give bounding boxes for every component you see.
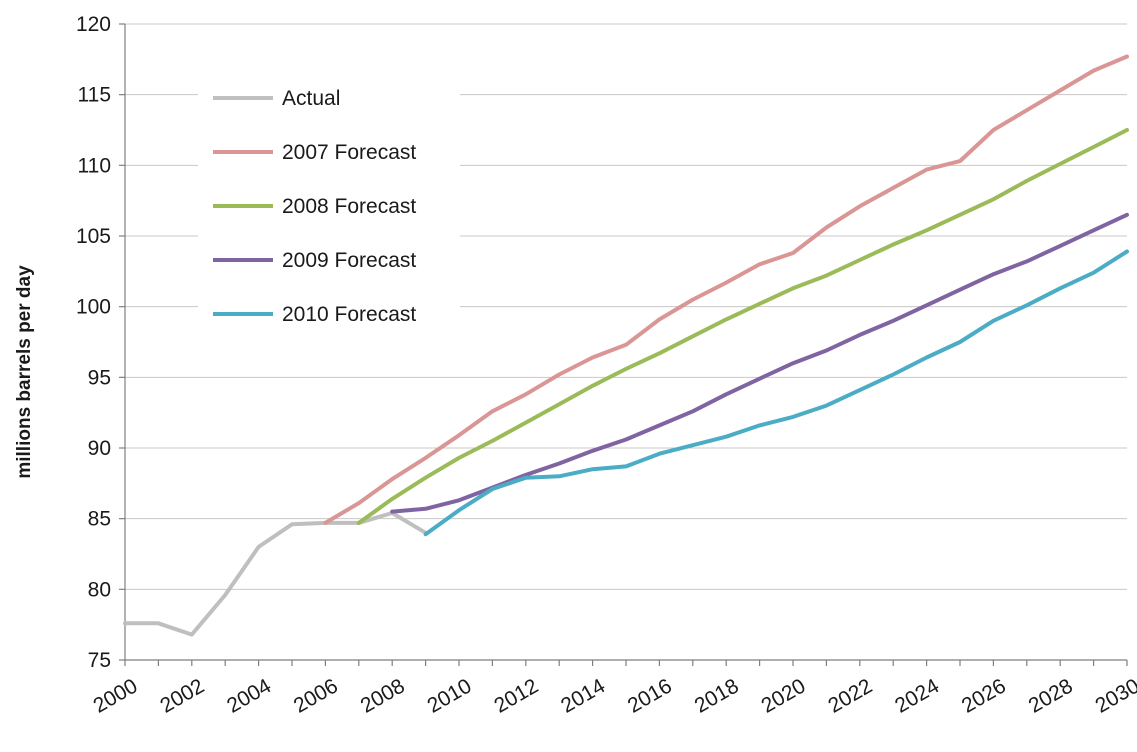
legend: Actual 2007 Forecast 2008 Forecast 2009 For… — [198, 72, 460, 334]
y-tick-label: 90 — [88, 437, 111, 460]
series-line-0 — [123, 511, 428, 637]
x-tick-label: 2002 — [156, 674, 208, 717]
legend-label: 2008 Forecast — [282, 195, 416, 218]
y-tick-label: 105 — [76, 225, 111, 248]
legend-background — [198, 72, 460, 334]
x-tick-label: 2030 — [1092, 674, 1137, 717]
y-tick-label: 100 — [76, 296, 111, 319]
x-tick-label: 2006 — [290, 674, 342, 717]
series-line-2 — [356, 128, 1129, 525]
x-tick-label: 2028 — [1025, 674, 1077, 717]
series-line-4 — [423, 249, 1129, 537]
series-line-1 — [323, 54, 1129, 525]
y-tick-label: 75 — [88, 649, 111, 672]
y-axis-title: millions barrels per day — [14, 265, 35, 479]
x-tick-label: 2022 — [824, 674, 876, 717]
y-tick-labels: 75 80 85 90 95 100 105 110 115 120 — [76, 13, 125, 672]
legend-label: 2007 Forecast — [282, 141, 416, 164]
x-tick-label: 2012 — [490, 674, 542, 717]
legend-label: 2009 Forecast — [282, 249, 416, 272]
x-tick-label: 2000 — [90, 674, 142, 717]
x-tick-label: 2016 — [624, 674, 676, 717]
x-tick-label: 2010 — [424, 674, 476, 717]
legend-label: 2010 Forecast — [282, 303, 416, 326]
series-line-3 — [390, 212, 1129, 514]
x-tick-label: 2024 — [891, 674, 943, 717]
x-tick-label: 2008 — [357, 674, 409, 717]
legend-label: Actual — [282, 87, 340, 110]
x-tick-label: 2014 — [557, 674, 609, 717]
y-tick-label: 80 — [88, 578, 111, 601]
x-tick-label: 2020 — [758, 674, 810, 717]
y-tick-label: 85 — [88, 508, 111, 531]
y-tick-label: 115 — [78, 84, 111, 107]
x-tick-labels: 2000 2002 2004 2006 2008 2010 2012 2014 2016 2018… — [90, 660, 1137, 718]
x-tick-label: 2026 — [958, 674, 1010, 717]
y-tick-label: 110 — [78, 154, 111, 177]
x-tick-label: 2018 — [691, 674, 743, 717]
y-tick-label: 95 — [88, 366, 111, 389]
series-lines — [123, 54, 1129, 637]
y-tick-label: 120 — [76, 13, 111, 36]
x-tick-label: 2004 — [223, 674, 275, 717]
